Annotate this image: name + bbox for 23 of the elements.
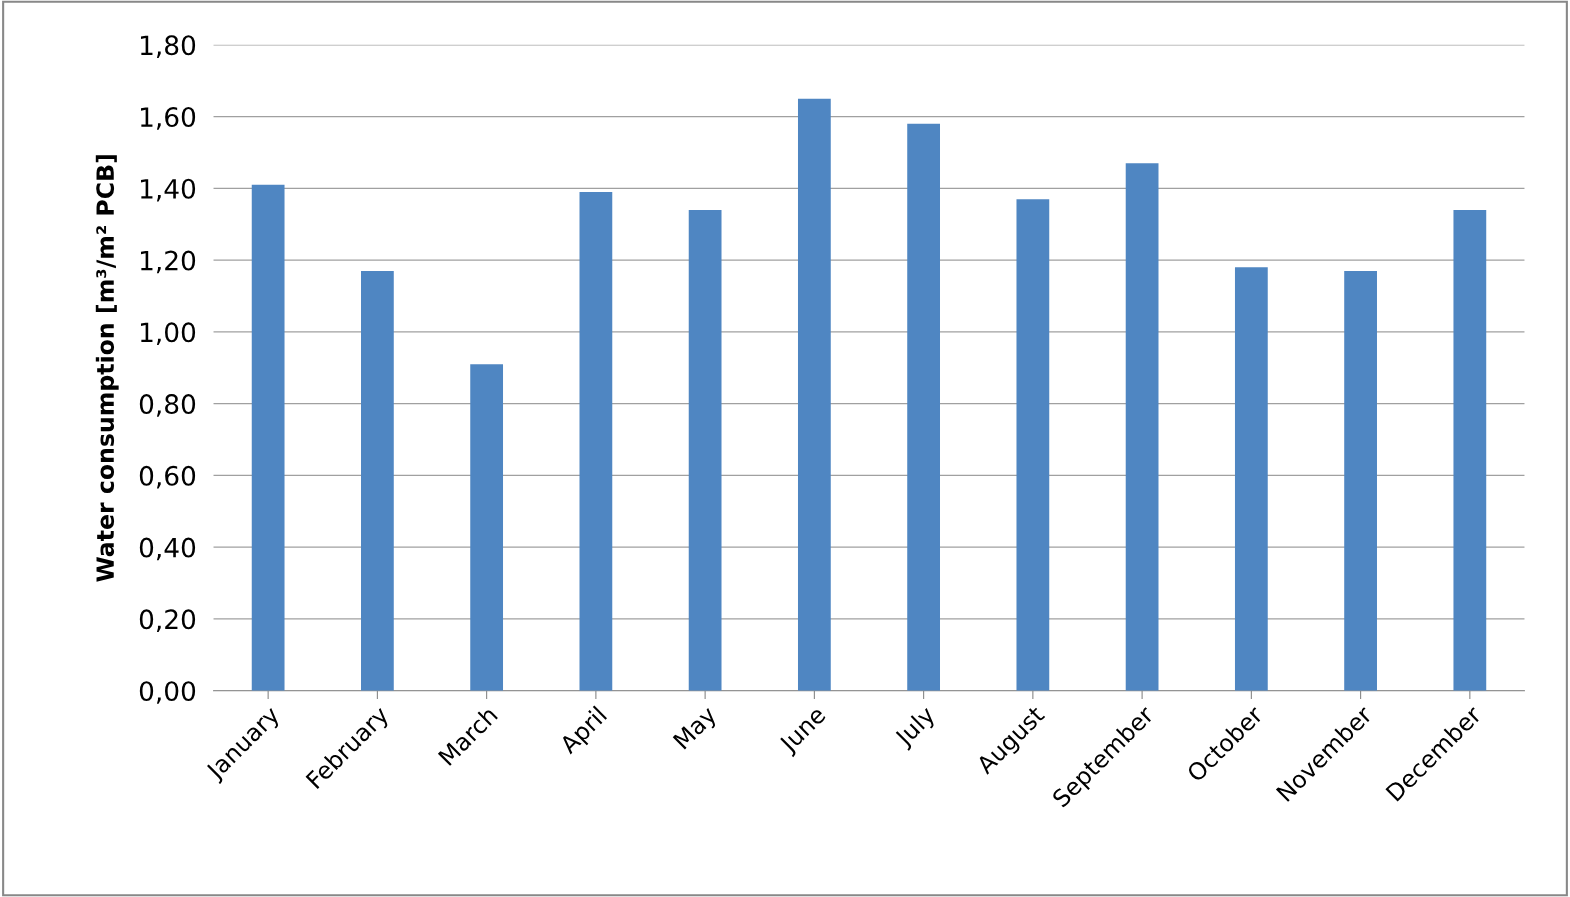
bar [1234, 267, 1268, 691]
bar [579, 191, 613, 691]
y-tick-label: 1,60 [141, 107, 196, 130]
y-tick-label: 1,40 [141, 178, 196, 202]
bar [797, 98, 831, 691]
bar [688, 209, 722, 691]
y-tick-label: 0,00 [139, 681, 196, 704]
bar [1344, 270, 1377, 691]
bar [251, 184, 285, 691]
bar [1016, 199, 1050, 691]
y-tick-label: 0,60 [139, 465, 196, 489]
bar [907, 123, 940, 691]
y-tick-label: 1,20 [141, 250, 196, 274]
bar [1125, 163, 1159, 691]
bar [1453, 209, 1487, 691]
y-axis-title: Water consumption [m³/m² PCB] [95, 155, 119, 582]
bar [361, 270, 394, 691]
y-tick-label: 1,00 [141, 322, 196, 345]
y-tick-label: 0,40 [139, 537, 196, 561]
y-tick-label: 0,20 [139, 609, 196, 633]
bar [470, 364, 504, 691]
y-tick-label: 0,80 [139, 394, 196, 417]
y-tick-label: 1,80 [141, 35, 196, 58]
